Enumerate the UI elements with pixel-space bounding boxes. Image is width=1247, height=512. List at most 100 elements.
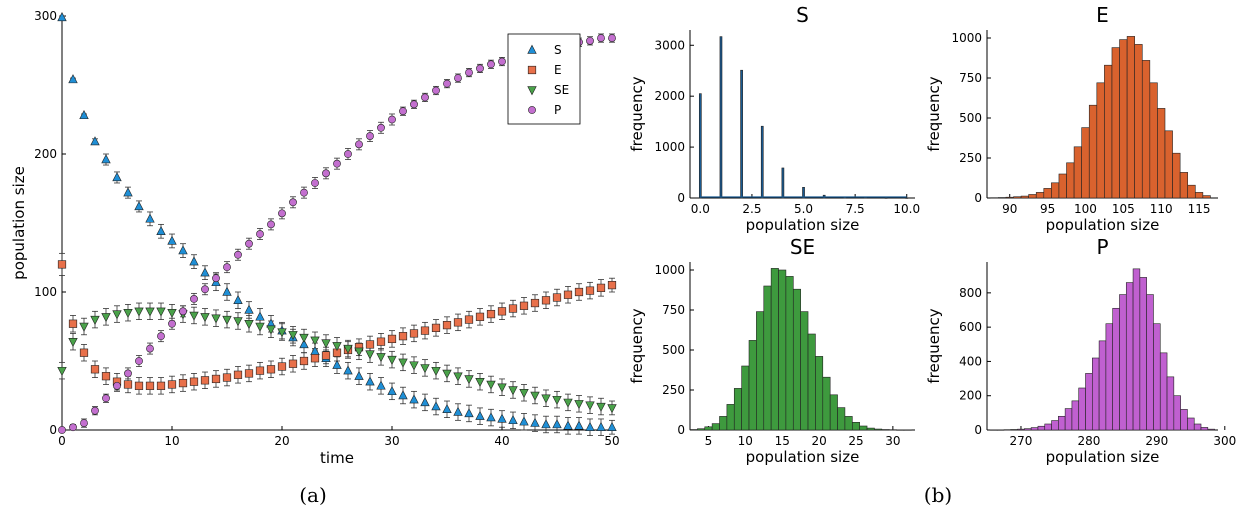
histogram-bar [1132,268,1141,431]
point-SE [365,350,375,360]
point-SE [497,383,507,393]
point-SE [134,307,144,317]
point-P [256,230,264,238]
histogram-bar [903,429,912,431]
point-SE [112,310,122,320]
point-S [233,294,243,304]
point-S [585,421,595,431]
y-axis-label: frequency [628,308,646,383]
histogram-bar [822,376,831,431]
point-E [310,354,320,363]
point-E [431,323,441,332]
y-tick-label: 0 [677,191,685,205]
histogram-bar [1105,323,1113,431]
histogram-bar [1200,427,1209,431]
y-tick-label: 250 [662,383,685,397]
histogram-bar [996,429,1005,431]
point-P [476,64,484,73]
y-tick-label: 1000 [654,140,685,154]
histogram-bar [770,268,779,431]
point-SE [442,369,452,379]
histogram-bar [1207,428,1215,431]
y-tick-label: 0 [677,423,685,437]
histogram-bar [1081,127,1090,199]
legend-marker-E [527,65,537,75]
point-P [399,107,407,116]
point-E [398,332,408,341]
x-tick-label: 20 [811,434,826,448]
x-axis-label: population size [746,448,860,466]
point-E [178,378,188,388]
histogram-bar [726,404,735,431]
point-P [289,198,297,207]
histogram-bar [741,365,750,431]
histogram-bar [689,429,698,431]
histogram-bar [778,269,787,431]
histogram-bar [1139,277,1147,431]
point-P [432,86,440,95]
point-E [288,359,298,368]
point-S [145,213,155,223]
point-SE [453,372,463,382]
point-SE [464,375,474,385]
point-SE [167,308,177,319]
histogram-bar [1013,196,1022,199]
legend [507,33,581,125]
histogram-bar [1037,425,1046,431]
point-SE [387,355,397,365]
histogram-bar [1096,82,1105,199]
point-SE [255,322,265,332]
x-tick-label: 115 [1188,202,1211,216]
x-tick-label: 290 [1145,434,1168,448]
point-E [299,356,309,366]
histogram-bar [859,425,868,431]
point-E [552,293,562,302]
point-SE [244,320,254,330]
point-S [79,110,89,120]
histogram-bar [1098,340,1107,431]
point-SE [519,389,529,399]
x-tick-label: 270 [1010,434,1033,448]
point-E [530,298,540,308]
point-P [333,159,341,168]
point-P [245,239,253,248]
point-S [596,421,606,431]
point-S [552,419,562,429]
point-P [267,220,275,229]
point-SE [343,344,353,354]
histogram-bar [697,428,706,431]
x-tick-label: 2.5 [742,202,761,216]
y-tick-label: 750 [662,303,685,317]
x-tick-label: 280 [1077,434,1100,448]
point-S [442,403,452,414]
point-E [563,290,573,299]
histogram-bar [888,429,897,431]
point-E [497,307,507,316]
point-P [421,93,429,102]
y-tick-label: 800 [959,286,982,300]
point-P [80,419,88,427]
point-S [156,225,166,235]
point-S [255,311,265,321]
histogram-bar [990,197,999,199]
point-SE [266,325,276,335]
histogram-bar [1010,429,1018,431]
histogram-bar [851,422,860,431]
point-SE [222,315,232,325]
point-P [465,68,473,77]
point-S [178,245,188,255]
point-SE [585,401,595,411]
point-E [244,369,254,378]
histogram-bar [1044,423,1052,431]
histogram-bar [998,197,1007,199]
x-axis-label: time [320,449,354,467]
histogram-bar [1166,376,1175,431]
histogram-bar [1003,429,1012,431]
point-SE [68,337,78,348]
point-E [68,319,78,328]
point-E [277,362,287,371]
point-P [234,250,242,259]
point-S [310,345,320,356]
point-SE [563,398,573,408]
